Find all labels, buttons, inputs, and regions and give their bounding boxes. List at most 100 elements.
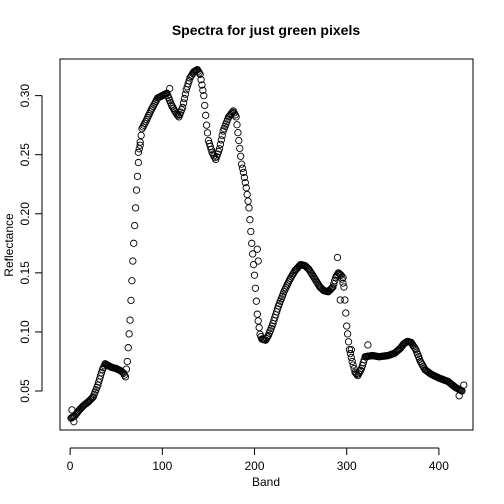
data-point	[199, 86, 207, 94]
data-point-outlier	[347, 346, 355, 354]
data-point	[356, 366, 365, 374]
data-point	[238, 164, 247, 172]
data-point	[339, 279, 347, 287]
data-point	[195, 69, 203, 77]
data-point	[233, 121, 241, 129]
data-point	[124, 344, 132, 352]
data-point	[123, 357, 131, 366]
data-point	[203, 129, 212, 137]
data-point	[236, 144, 244, 153]
data-point	[131, 221, 139, 230]
data-point	[343, 322, 351, 330]
data-point	[201, 101, 209, 110]
y-tick-label: 0.10	[18, 320, 32, 344]
data-point	[181, 90, 190, 98]
data-point	[132, 186, 141, 194]
data-point	[126, 316, 134, 324]
data-point	[178, 103, 187, 112]
data-point	[241, 179, 249, 187]
data-point	[347, 353, 355, 362]
x-tick-label: 400	[429, 459, 449, 473]
data-point	[196, 70, 204, 79]
data-point	[137, 131, 145, 140]
data-point	[249, 260, 258, 269]
data-point	[263, 333, 272, 341]
data-point	[411, 344, 419, 352]
data-point	[173, 110, 181, 119]
data-point	[180, 94, 189, 103]
y-tick-label: 0.05	[18, 379, 32, 403]
data-point	[338, 275, 346, 283]
data-point	[240, 173, 249, 182]
data-point	[350, 364, 358, 373]
data-point-outlier	[166, 84, 174, 93]
data-point-outlier	[333, 253, 342, 262]
data-point	[255, 323, 263, 332]
data-point	[216, 140, 225, 149]
data-point	[247, 227, 255, 236]
data-point	[237, 160, 246, 168]
data-point-outlier	[136, 141, 144, 149]
data-point	[134, 158, 143, 167]
data-point	[133, 172, 142, 181]
data-point	[239, 168, 248, 177]
data-point	[253, 310, 261, 318]
data-point	[130, 239, 138, 247]
data-point	[246, 216, 254, 224]
data-point	[331, 277, 339, 285]
data-point	[179, 99, 188, 107]
data-point-outlier	[68, 406, 76, 414]
data-point	[237, 152, 245, 160]
y-tick-label: 0.30	[18, 84, 32, 108]
data-point	[250, 271, 259, 279]
data-point	[251, 284, 260, 292]
data-point	[328, 284, 336, 292]
y-tick-label: 0.25	[18, 143, 32, 167]
data-point	[97, 369, 106, 377]
data-point	[337, 271, 345, 279]
x-tick-label: 0	[67, 459, 74, 473]
data-point	[128, 277, 136, 285]
data-point	[243, 190, 251, 199]
x-axis-label: Band	[252, 475, 280, 489]
data-point	[185, 77, 193, 85]
data-point	[227, 109, 236, 118]
data-point-outlier	[339, 273, 347, 282]
y-axis: 0.05 0.10 0.15 0.20 0.25 0.30	[18, 84, 43, 403]
data-point-outlier	[70, 418, 78, 426]
data-point	[355, 368, 364, 376]
data-point	[344, 338, 353, 346]
data-point	[232, 113, 240, 121]
data-point	[218, 131, 226, 140]
x-axis: 0 100 200 300 400	[67, 447, 449, 473]
data-point-outlier	[336, 296, 344, 304]
data-point	[127, 296, 135, 305]
data-point	[129, 257, 137, 265]
plot-area-frame	[59, 58, 474, 431]
data-points	[67, 65, 468, 426]
data-point	[202, 111, 210, 119]
data-point	[202, 121, 211, 129]
data-point-outlier	[460, 381, 468, 389]
data-point	[349, 361, 357, 369]
data-point	[215, 145, 224, 153]
data-point	[248, 239, 256, 247]
data-point	[254, 317, 262, 325]
data-point	[235, 136, 243, 145]
data-point-outlier	[254, 257, 262, 265]
data-point	[131, 204, 140, 212]
data-point	[122, 365, 131, 373]
data-point	[273, 305, 282, 313]
data-point-outlier	[253, 245, 261, 253]
data-point	[348, 357, 356, 366]
data-point-outlier	[134, 148, 143, 156]
data-point-outlier	[455, 392, 463, 400]
x-tick-label: 100	[152, 459, 172, 473]
data-point	[249, 250, 257, 258]
data-point	[343, 330, 352, 338]
data-point	[345, 346, 354, 354]
data-point	[346, 349, 355, 358]
data-point	[198, 81, 206, 89]
x-tick-label: 300	[337, 459, 357, 473]
